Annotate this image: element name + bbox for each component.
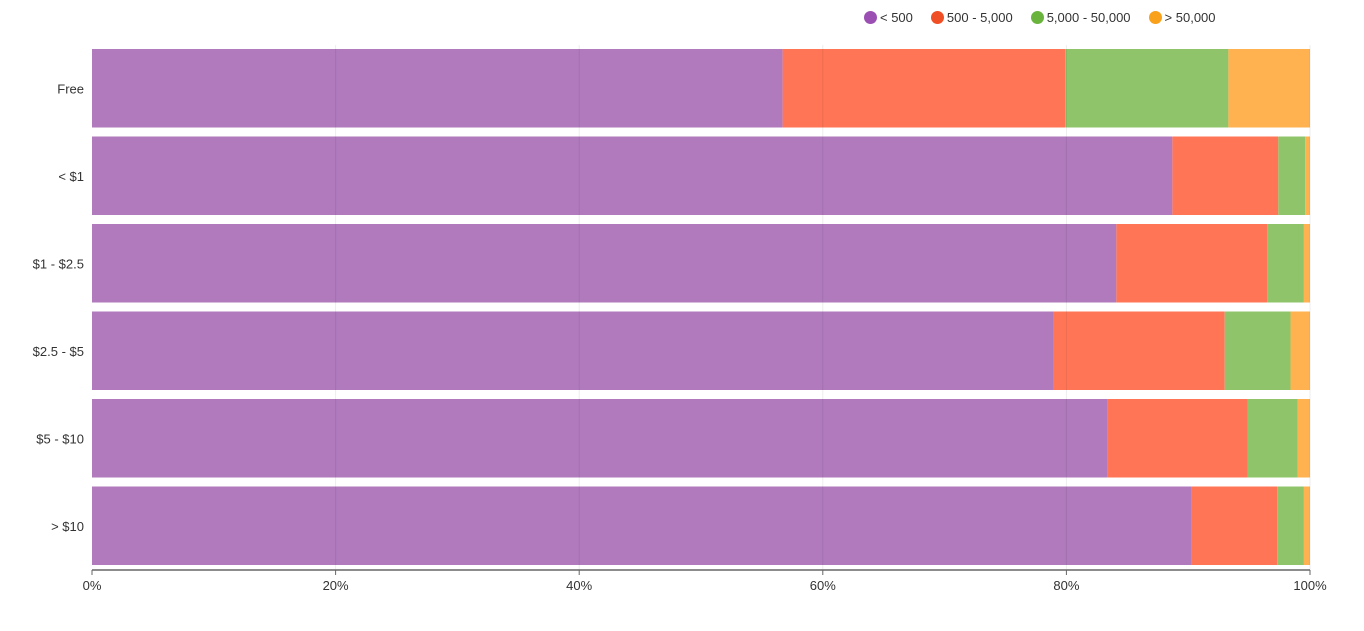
x-tick-label: 60%: [810, 578, 836, 593]
bar-segment: [92, 399, 1108, 478]
legend-label: > 50,000: [1164, 10, 1216, 25]
legend-label: 500 - 5,000: [946, 10, 1013, 25]
bar-segment: [1305, 136, 1310, 215]
bar-segment: [1277, 486, 1304, 565]
bar-segment: [1116, 224, 1268, 303]
x-tick-label: 0%: [83, 578, 102, 593]
legend-swatch: [1030, 11, 1044, 24]
bar-segment: [1290, 311, 1310, 390]
legend-item: 5,000 - 50,000: [1030, 10, 1131, 25]
bar-segment: [1228, 49, 1310, 128]
bar-segment: [1297, 399, 1310, 478]
legend-item: 500 - 5,000: [930, 10, 1013, 25]
x-tick-label: 80%: [1053, 578, 1079, 593]
legend: < 500 500 - 5,000 5,000 - 50,000 > 50,000: [864, 10, 1216, 25]
bar-segment: [92, 311, 1054, 390]
bar-segment: [782, 49, 1066, 128]
legend-swatch: [864, 11, 877, 24]
y-tick-label: > $10: [51, 519, 84, 534]
bar-segment: [92, 49, 783, 128]
y-tick-label: $5 - $10: [36, 431, 84, 446]
x-tick-label: 40%: [566, 578, 592, 593]
legend-swatch: [930, 11, 944, 24]
legend-label: < 500: [880, 10, 913, 25]
bar-segment: [1107, 399, 1248, 478]
bar-segment: [1303, 224, 1310, 303]
y-tick-label: < $1: [58, 169, 84, 184]
legend-label: 5,000 - 50,000: [1046, 10, 1131, 25]
bar-segment: [92, 136, 1173, 215]
legend-swatch: [1148, 11, 1162, 24]
bar-segment: [1267, 224, 1304, 303]
legend-item: < 500: [864, 10, 913, 25]
bar-segment: [1065, 49, 1229, 128]
bar-segment: [1247, 399, 1298, 478]
bar-segment: [1053, 311, 1225, 390]
bar-segment: [92, 224, 1117, 303]
legend-item: > 50,000: [1148, 10, 1216, 25]
y-tick-label: Free: [57, 81, 84, 96]
bar-segment: [1278, 136, 1306, 215]
bar-segment: [92, 486, 1192, 565]
bar-segment: [1224, 311, 1291, 390]
y-tick-label: $2.5 - $5: [33, 344, 84, 359]
bar-segment: [1172, 136, 1279, 215]
bar-segment: [1303, 486, 1310, 565]
bar-segment: [1191, 486, 1278, 565]
x-tick-label: 100%: [1293, 578, 1327, 593]
y-tick-label: $1 - $2.5: [33, 256, 84, 271]
x-tick-label: 20%: [323, 578, 349, 593]
